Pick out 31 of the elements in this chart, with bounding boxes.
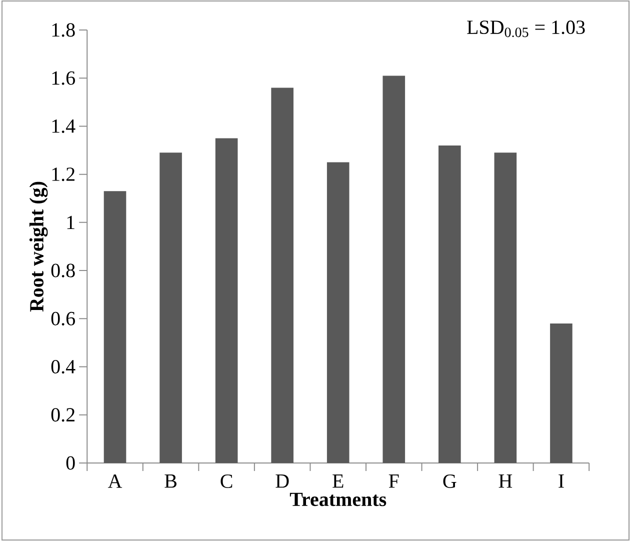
y-tick-label: 1.8 (52, 23, 75, 37)
x-tick-label: E (332, 474, 344, 488)
y-tick-label: 0 (66, 456, 75, 470)
bar (271, 88, 294, 463)
x-tick-label: H (498, 474, 512, 488)
x-tick-label: C (220, 474, 232, 488)
x-tick-label: F (388, 474, 399, 488)
bar (438, 145, 461, 463)
y-tick-label: 1.4 (52, 119, 76, 133)
x-tick-label: D (276, 474, 289, 488)
y-tick-label: 0.2 (51, 408, 74, 422)
y-axis-title: Root weight (g) (29, 182, 48, 312)
y-tick-label: 0.4 (51, 360, 76, 374)
y-tick-label: 0.8 (51, 264, 75, 278)
bar (160, 152, 182, 463)
y-tick-label: 1.6 (52, 71, 75, 85)
x-tick-label: G (443, 474, 456, 488)
bar (215, 138, 238, 463)
x-axis-title: Treatments (290, 492, 386, 506)
y-tick-label: 1 (67, 216, 74, 230)
bar (382, 76, 406, 463)
annotation: LSD$_{0.05}$ = 1.03 (467, 20, 585, 38)
bar (104, 191, 126, 463)
y-tick-label: 0.6 (51, 312, 75, 326)
x-tick-label: I (558, 474, 564, 488)
x-tick-label: A (108, 474, 122, 488)
bar (550, 323, 572, 463)
bar (494, 152, 517, 463)
x-tick-label: B (164, 474, 176, 488)
y-tick-label: 1.2 (52, 168, 74, 182)
bar (326, 162, 350, 463)
